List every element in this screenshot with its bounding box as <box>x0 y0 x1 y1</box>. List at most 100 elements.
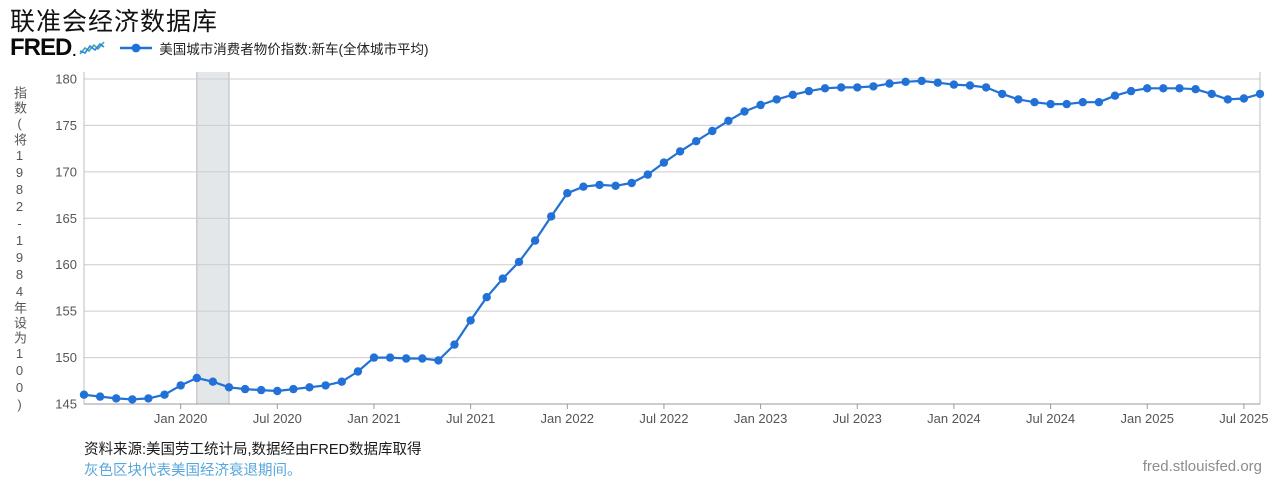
data-point <box>1207 89 1216 99</box>
data-point <box>579 182 588 191</box>
x-tick-label: Jan 2024 <box>927 411 981 426</box>
data-point <box>885 79 894 88</box>
data-point <box>998 89 1007 99</box>
fred-logo-dot: . <box>72 43 77 59</box>
data-point <box>692 137 701 146</box>
data-point <box>1078 98 1088 107</box>
data-point <box>385 353 395 362</box>
data-point <box>659 158 669 167</box>
data-point <box>563 189 572 198</box>
data-point <box>1094 98 1104 107</box>
cpi-line-chart: 145 150 155 160 165 170 175 180 Jan 2020 Jul 2020… <box>55 72 1268 427</box>
data-point <box>482 293 491 302</box>
data-point <box>450 340 459 349</box>
data-point <box>853 83 862 92</box>
data-point <box>901 77 910 87</box>
data-point <box>434 356 443 365</box>
data-point <box>917 76 926 86</box>
data-point <box>321 381 330 390</box>
data-point <box>176 381 185 390</box>
data-point <box>160 390 169 399</box>
y-tick-label: 170 <box>55 164 77 179</box>
y-tick-label: 165 <box>55 211 77 226</box>
recession-band <box>196 72 229 404</box>
data-point <box>627 178 636 188</box>
data-point <box>337 377 346 386</box>
data-point <box>643 170 652 179</box>
y-tick-label: 160 <box>55 257 77 272</box>
data-point <box>95 392 105 401</box>
data-point <box>305 383 314 392</box>
data-point <box>353 367 363 376</box>
data-point <box>257 385 266 395</box>
y-tick-label: 145 <box>55 397 77 412</box>
legend-item[interactable]: 美国城市消费者物价指数:新车(全体城市平均) <box>119 38 428 58</box>
data-point <box>1046 99 1055 109</box>
y-tick-label: 180 <box>55 72 77 87</box>
x-tick-label: Jul 2020 <box>253 411 302 426</box>
data-point <box>965 81 975 90</box>
x-tick-label: Jan 2020 <box>154 411 208 426</box>
x-tick-label: Jul 2022 <box>639 411 688 426</box>
data-point <box>740 107 749 116</box>
data-point <box>466 316 475 325</box>
x-tick-label: Jul 2024 <box>1026 411 1075 426</box>
data-point <box>949 80 959 89</box>
data-point <box>1014 95 1023 104</box>
data-point <box>1255 89 1265 99</box>
x-tick-label: Jan 2021 <box>347 411 401 426</box>
legend-line-dot-marker <box>120 43 153 53</box>
data-point <box>79 390 89 399</box>
plot-area[interactable] <box>84 72 1260 404</box>
fred-logo[interactable]: FRED. <box>10 34 105 61</box>
data-point <box>595 180 604 190</box>
data-point <box>837 83 846 92</box>
data-point <box>369 353 379 362</box>
line-chart-squiggle-icon <box>79 41 105 55</box>
data-point <box>772 95 781 104</box>
data-point <box>1126 86 1136 96</box>
data-source-note: 资料来源:美国劳工统计局,数据经由FRED数据库取得 <box>84 442 422 458</box>
data-point <box>144 394 153 403</box>
data-point <box>1175 84 1184 93</box>
data-point <box>224 383 234 392</box>
y-axis-title: 指数(将1982-1984年设为100) <box>12 86 27 414</box>
data-point <box>804 86 814 96</box>
data-point <box>498 274 507 283</box>
data-point <box>547 212 556 221</box>
x-tick-label: Jul 2021 <box>446 411 495 426</box>
y-tick-label: 155 <box>55 304 77 319</box>
data-point <box>240 384 250 394</box>
data-point <box>1239 94 1249 103</box>
data-point <box>1030 98 1039 107</box>
data-point <box>933 78 942 87</box>
data-point <box>1143 84 1152 93</box>
chart-header: FRED. 美国城市消费者物价指数:新车(全体城市平均) <box>10 36 428 60</box>
data-point <box>1110 91 1120 100</box>
data-point <box>981 83 991 92</box>
page-title: 联准会经济数据库 <box>10 8 219 36</box>
y-tick-label: 175 <box>55 118 77 133</box>
data-point <box>1062 99 1071 109</box>
data-point <box>289 384 298 394</box>
fred-logo-text: FRED <box>10 34 72 61</box>
y-tick-label: 150 <box>55 350 77 365</box>
data-point <box>869 82 878 91</box>
data-point <box>724 116 733 126</box>
fred-site-link[interactable]: fred.stlouisfed.org <box>1142 458 1262 475</box>
data-point <box>128 395 137 404</box>
data-point <box>611 181 620 190</box>
x-tick-label: Jul 2023 <box>833 411 882 426</box>
data-point <box>514 257 524 267</box>
x-tick-label: Jan 2023 <box>734 411 788 426</box>
x-tick-label: Jan 2022 <box>541 411 595 426</box>
data-point <box>402 354 411 363</box>
data-point <box>192 373 201 383</box>
data-point <box>273 386 282 396</box>
data-point <box>418 354 427 363</box>
data-point <box>1191 85 1200 94</box>
recession-note-link[interactable]: 灰色区块代表美国经济衰退期间。 <box>84 463 302 479</box>
data-point <box>708 126 717 136</box>
data-point <box>1223 95 1233 104</box>
data-point <box>208 377 218 386</box>
